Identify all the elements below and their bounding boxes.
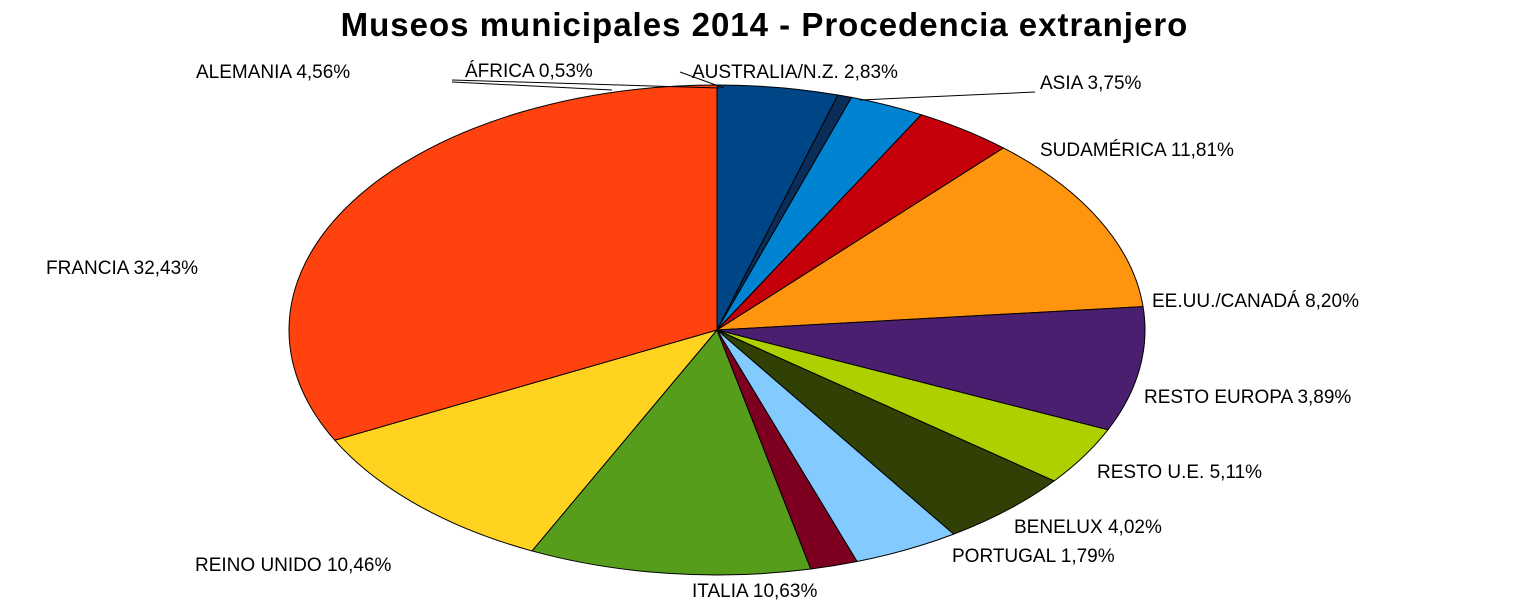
slice-label-4: ASIA 3,75% (1040, 73, 1142, 94)
slice-label-8: RESTO U.E. 5,11% (1097, 462, 1262, 483)
pie-slices (288, 84, 1146, 576)
leader-line-4 (859, 91, 1036, 101)
pie-slice-12 (333, 329, 719, 552)
slice-label-12: REINO UNIDO 10,46% (195, 555, 391, 576)
slice-label-9: BENELUX 4,02% (1014, 517, 1162, 538)
leader-line-1 (451, 81, 613, 91)
pie-slice-11 (531, 329, 812, 576)
leader-lines (451, 71, 1036, 101)
leader-line-3 (679, 71, 725, 89)
slice-label-3: AUSTRALIA/N.Z. 2,83% (692, 62, 898, 83)
chart-title: Museos municipales 2014 - Procedencia ex… (340, 6, 1189, 43)
slice-label-11: ITALIA 10,63% (692, 581, 817, 602)
slice-label-13: FRANCIA 32,43% (46, 258, 198, 279)
slice-labels: ALEMANIA 4,56% ÁFRICA 0,53% AUSTRALIA/N.Z.… (46, 61, 1359, 602)
slice-label-10: PORTUGAL 1,79% (952, 546, 1115, 567)
pie-slice-5 (715, 147, 1144, 331)
slice-label-6: EE.UU./CANADÁ 8,20% (1152, 291, 1359, 312)
slice-label-7: RESTO EUROPA 3,89% (1144, 387, 1351, 408)
pie-slice-6 (716, 306, 1146, 431)
pie-slice-13 (288, 84, 718, 441)
slice-label-2: ÁFRICA 0,53% (465, 61, 593, 82)
slice-label-1: ALEMANIA 4,56% (196, 62, 350, 83)
leader-line-2 (451, 79, 720, 89)
slice-label-5: SUDAMÉRICA 11,81% (1040, 140, 1234, 161)
